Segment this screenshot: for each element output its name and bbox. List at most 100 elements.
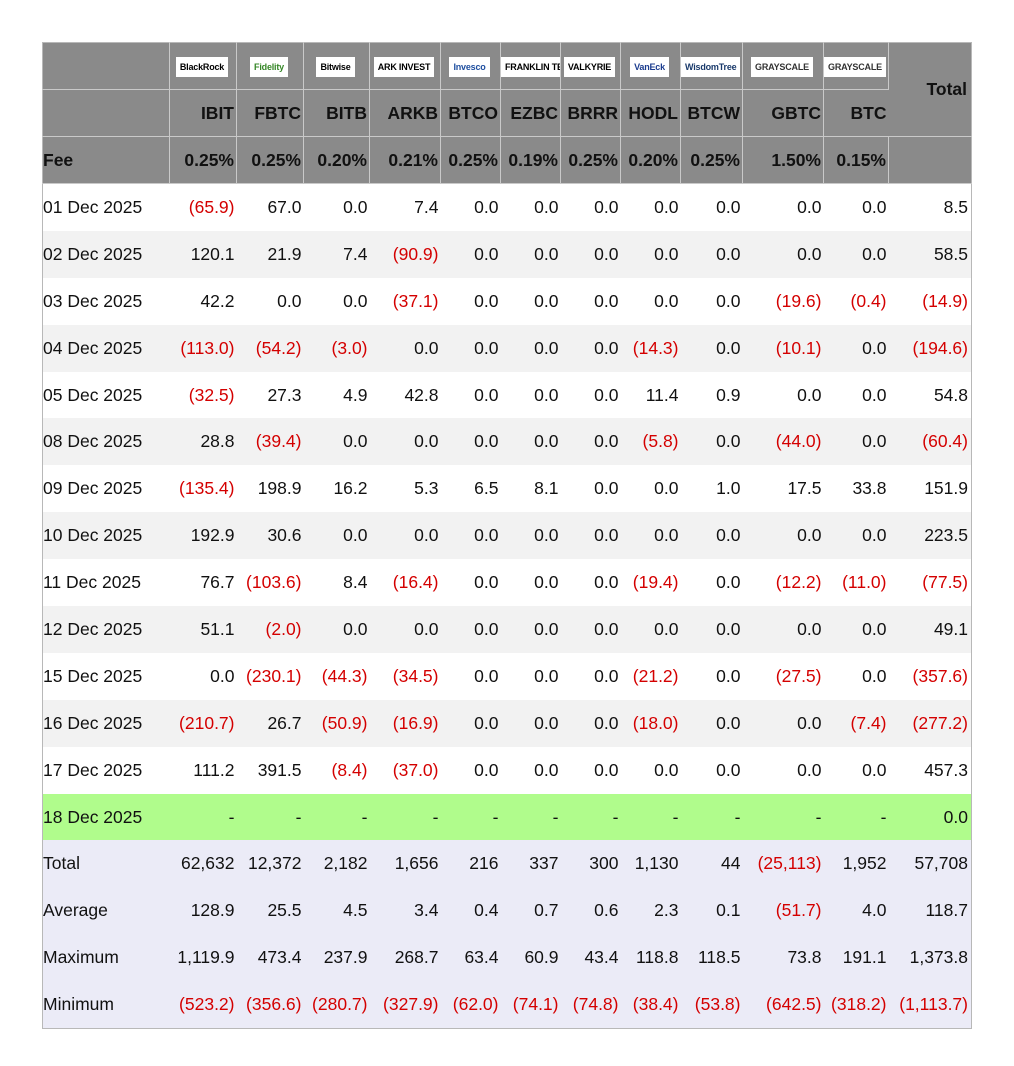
flow-cell: 7.4	[369, 183, 441, 231]
flow-cell: 0.0	[500, 746, 561, 794]
flow-cell: 51.1	[169, 606, 237, 653]
flow-cell: 0.0	[500, 230, 561, 278]
flow-cell: 0.0	[742, 606, 824, 653]
summary-cell: (74.1)	[500, 981, 561, 1029]
flow-cell: -	[440, 793, 501, 841]
fee-row: Fee 0.25% 0.25% 0.20% 0.21% 0.25% 0.19% 0.25% 0.…	[42, 136, 972, 184]
fund-logo: VanEck	[630, 56, 669, 77]
flow-cell: 0.0	[560, 699, 621, 747]
flow-cell: (3.0)	[303, 324, 370, 372]
flow-cell: 0.0	[620, 512, 681, 560]
fund-logo: ARK INVEST	[373, 56, 435, 77]
flow-cell: 0.0	[680, 277, 743, 325]
flow-cell: 4.9	[303, 371, 370, 419]
summary-cell: 0.4	[440, 887, 501, 935]
flow-cell: (90.9)	[369, 230, 441, 278]
fund-logo: Bitwise	[316, 56, 355, 77]
fee-total-cell	[888, 136, 972, 184]
fund-fee: 1.50%	[742, 136, 824, 184]
row-date: 09 Dec 2025	[42, 465, 170, 513]
summary-cell: 0.6	[560, 887, 621, 935]
summary-cell: 128.9	[169, 887, 237, 935]
flow-cell: 33.8	[823, 465, 889, 513]
row-date: 18 Dec 2025	[42, 793, 170, 841]
row-date: 17 Dec 2025	[42, 746, 170, 794]
summary-row: Minimum (523.2) (356.6) (280.7) (327.9) (62.0…	[42, 981, 972, 1029]
flow-cell: 0.0	[303, 277, 370, 325]
fund-logo-cell: GRAYSCALE	[742, 42, 824, 90]
summary-cell: 473.4	[236, 934, 304, 982]
fund-ticker: GBTC	[742, 89, 824, 137]
table-row: 02 Dec 2025 120.1 21.9 7.4 (90.9) 0.0 0.0 0.0 0.…	[42, 230, 972, 278]
flow-cell: (10.1)	[742, 324, 824, 372]
flow-cell: 192.9	[169, 512, 237, 560]
fund-logo-cell: Bitwise	[303, 42, 370, 90]
flow-cell: 0.0	[823, 652, 889, 700]
flow-cell: 0.0	[560, 230, 621, 278]
fund-fee: 0.25%	[440, 136, 501, 184]
flow-cell: 0.0	[303, 183, 370, 231]
flow-cell: 0.0	[560, 559, 621, 607]
flow-cell: 0.0	[440, 652, 501, 700]
flow-cell: 0.0	[236, 277, 304, 325]
summary-label: Average	[42, 887, 170, 935]
flow-cell: 0.0	[440, 699, 501, 747]
summary-total: 118.7	[888, 887, 972, 935]
fund-logo: Fidelity	[250, 56, 288, 77]
summary-cell: 1,952	[823, 840, 889, 888]
row-total: 0.0	[888, 793, 972, 841]
summary-cell: 25.5	[236, 887, 304, 935]
flow-cell: 0.0	[560, 371, 621, 419]
row-total: (277.2)	[888, 699, 972, 747]
flow-cell: 0.0	[560, 277, 621, 325]
fund-ticker: ARKB	[369, 89, 441, 137]
row-date: 01 Dec 2025	[42, 183, 170, 231]
row-date: 02 Dec 2025	[42, 230, 170, 278]
flow-cell: 0.0	[620, 746, 681, 794]
flow-cell: 0.0	[823, 418, 889, 466]
row-total: (14.9)	[888, 277, 972, 325]
flow-cell: 0.0	[500, 277, 561, 325]
summary-cell: 0.1	[680, 887, 743, 935]
flow-cell: 6.5	[440, 465, 501, 513]
summary-cell: (74.8)	[560, 981, 621, 1029]
row-total: (357.6)	[888, 652, 972, 700]
flow-cell: 7.4	[303, 230, 370, 278]
summary-cell: 1,130	[620, 840, 681, 888]
fund-logo-cell: WisdomTree	[680, 42, 743, 90]
flow-cell: 0.0	[369, 512, 441, 560]
fund-ticker: BTC	[823, 89, 889, 137]
row-total: 223.5	[888, 512, 972, 560]
flow-cell: 0.0	[500, 183, 561, 231]
fund-fee: 0.20%	[303, 136, 370, 184]
flow-cell: -	[500, 793, 561, 841]
flow-cell: (113.0)	[169, 324, 237, 372]
summary-cell: 73.8	[742, 934, 824, 982]
flow-cell: 120.1	[169, 230, 237, 278]
summary-cell: (280.7)	[303, 981, 370, 1029]
row-total: 49.1	[888, 606, 972, 653]
fund-fee: 0.19%	[500, 136, 561, 184]
summary-cell: 118.5	[680, 934, 743, 982]
summary-cell: 268.7	[369, 934, 441, 982]
summary-label: Total	[42, 840, 170, 888]
flow-cell: (18.0)	[620, 699, 681, 747]
flow-cell: 0.0	[440, 418, 501, 466]
fund-ticker: BRRR	[560, 89, 621, 137]
flow-cell: 0.0	[680, 230, 743, 278]
flow-cell: (16.9)	[369, 699, 441, 747]
flow-cell: 0.0	[680, 559, 743, 607]
fund-logo-cell: VanEck	[620, 42, 681, 90]
summary-cell: 43.4	[560, 934, 621, 982]
flow-cell: 0.0	[560, 465, 621, 513]
summary-cell: 237.9	[303, 934, 370, 982]
flow-cell: (135.4)	[169, 465, 237, 513]
fund-fee: 0.25%	[560, 136, 621, 184]
flow-cell: 0.0	[500, 512, 561, 560]
flow-cell: 0.0	[303, 418, 370, 466]
summary-cell: 300	[560, 840, 621, 888]
flow-cell: (50.9)	[303, 699, 370, 747]
flow-cell: 0.0	[440, 371, 501, 419]
flow-cell: (210.7)	[169, 699, 237, 747]
flow-cell: 1.0	[680, 465, 743, 513]
